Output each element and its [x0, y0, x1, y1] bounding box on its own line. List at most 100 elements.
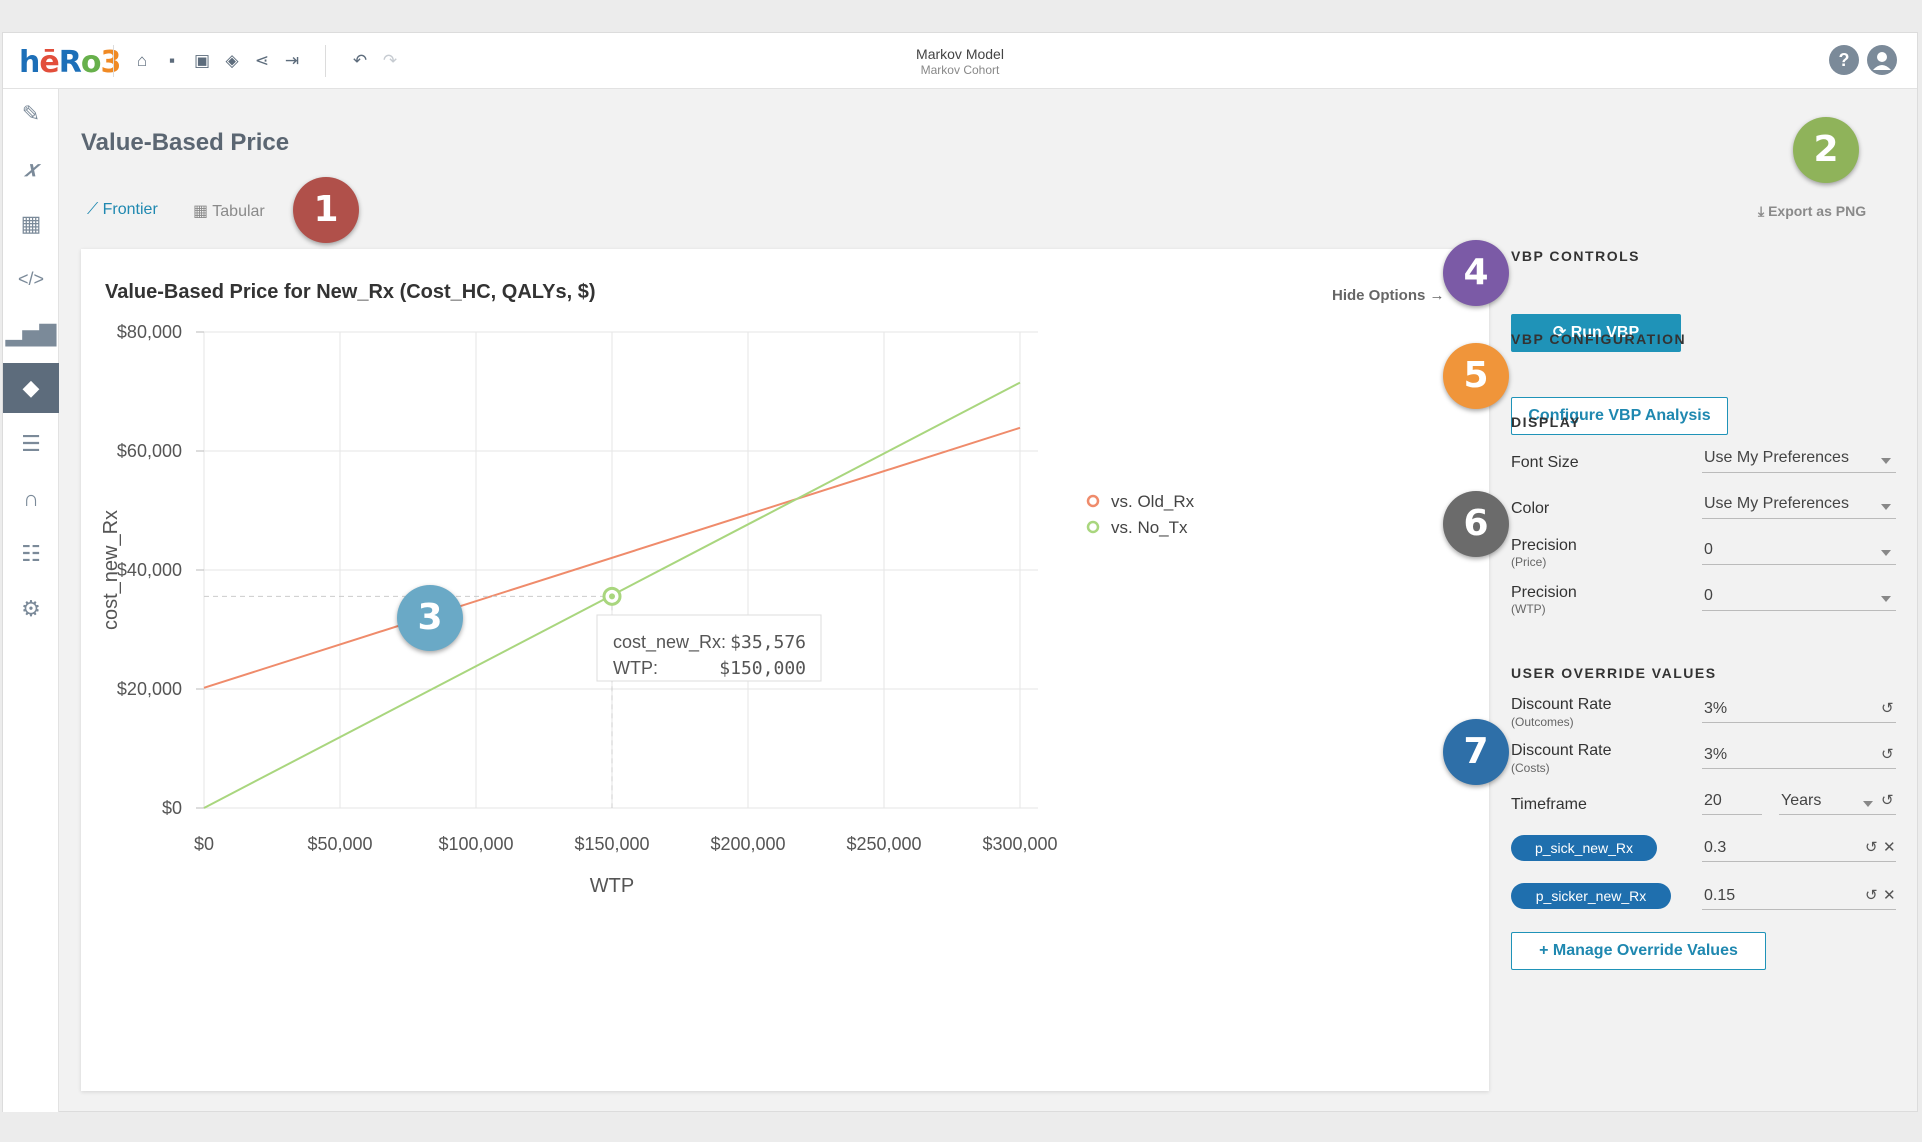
manage-override-values-button[interactable]: + Manage Override Values	[1511, 932, 1766, 970]
configure-vbp-button[interactable]: Configure VBP Analysis	[1511, 397, 1728, 435]
help-icon[interactable]: ?	[1829, 45, 1859, 75]
reset-icon[interactable]: ↺	[1865, 839, 1878, 856]
display-heading: DISPLAY	[1511, 414, 1581, 430]
field-underline	[1702, 768, 1896, 769]
legend-label-2: vs. No_Tx	[1111, 518, 1188, 537]
line-chart-icon: ⟋	[87, 201, 103, 218]
close-icon[interactable]: ✕	[1883, 887, 1896, 904]
curve-icon[interactable]: ∩	[23, 486, 39, 511]
vbp-controls-heading: VBP CONTROLS	[1511, 248, 1640, 264]
field-underline	[1702, 722, 1896, 723]
layers-icon[interactable]: ◈	[225, 51, 239, 70]
model-title: Markov Model	[916, 46, 1004, 62]
p-sicker-input[interactable]: 0.15	[1704, 887, 1736, 904]
save-icon[interactable]: ▪	[168, 51, 176, 70]
code-icon[interactable]: </>	[17, 269, 45, 289]
marker-1: 1	[293, 177, 359, 243]
share-icon[interactable]: ⋖	[254, 51, 270, 70]
function-icon[interactable]: 𝑥	[24, 156, 38, 181]
x-tick-label: $50,000	[307, 834, 372, 854]
legend-marker-2	[1086, 520, 1100, 534]
marker-3: 3	[397, 585, 463, 651]
marker-7: 7	[1443, 719, 1509, 785]
discount-outcomes-input[interactable]: 3%	[1704, 700, 1728, 717]
page-title: Value-Based Price	[81, 129, 290, 156]
precision-price-label: Precision	[1511, 537, 1577, 554]
color-label: Color	[1511, 500, 1550, 517]
marker-4: 4	[1443, 240, 1509, 306]
y-axis-title: cost_new_Rx	[100, 510, 122, 630]
reset-icon[interactable]: ↺	[1865, 887, 1878, 904]
chevron-down-icon[interactable]	[1881, 458, 1891, 464]
field-underline	[1702, 564, 1896, 565]
y-tick-label: $20,000	[117, 679, 182, 699]
table-icon[interactable]: ▦	[20, 211, 42, 236]
gear-icon[interactable]: ⚙	[21, 596, 41, 621]
x-tick-label: $200,000	[710, 834, 785, 854]
x-tick-label: $150,000	[574, 834, 649, 854]
discount-costs-input[interactable]: 3%	[1704, 746, 1728, 763]
user-avatar-icon[interactable]	[1867, 45, 1897, 75]
download-icon: ⤓	[1758, 203, 1769, 219]
override-chip-p-sick[interactable]: p_sick_new_Rx	[1511, 835, 1657, 861]
top-bar: hēRo3 ⌂ ▪ ▣ ◈ ⋖ ⇥ ↶ ↷ Markov Model Marko…	[3, 33, 1917, 89]
p-sick-input[interactable]: 0.3	[1704, 839, 1727, 856]
marker-2: 2	[1793, 117, 1859, 183]
tab-tabular[interactable]: ▦ Tabular	[193, 203, 265, 220]
filter-icon[interactable]: ☰	[21, 431, 41, 456]
field-underline	[1702, 472, 1896, 473]
override-chip-p-sicker[interactable]: p_sicker_new_Rx	[1511, 883, 1671, 909]
tooltip-label-cost: cost_new_Rx:	[613, 632, 726, 653]
x-axis-title: WTP	[590, 875, 634, 897]
chevron-down-icon[interactable]	[1881, 550, 1891, 556]
app-logo: hēRo3	[19, 45, 121, 80]
chevron-down-icon[interactable]	[1881, 504, 1891, 510]
precision-wtp-sub: (WTP)	[1511, 602, 1546, 616]
field-underline	[1702, 610, 1896, 611]
pencil-icon[interactable]: ✎	[21, 101, 41, 126]
x-tick-label: $250,000	[846, 834, 921, 854]
y-tick-label: $60,000	[117, 441, 182, 461]
marker-6: 6	[1443, 491, 1509, 557]
chevron-down-icon[interactable]	[1863, 801, 1873, 807]
highlight-point	[204, 586, 622, 808]
toolbar-divider	[113, 45, 114, 77]
timeframe-unit-select[interactable]: Years	[1781, 792, 1822, 809]
reset-icon[interactable]: ↺	[1881, 792, 1894, 809]
save-as-icon[interactable]: ▣	[193, 51, 211, 70]
discount-outcomes-label: Discount Rate	[1511, 696, 1612, 713]
font-size-select[interactable]: Use My Preferences	[1704, 449, 1849, 466]
checklist-icon[interactable]: ☷	[21, 541, 41, 566]
timeframe-input[interactable]: 20	[1704, 792, 1722, 809]
font-size-label: Font Size	[1511, 454, 1579, 471]
tag-icon[interactable]: ◆	[3, 363, 59, 413]
field-underline	[1702, 814, 1762, 815]
export-icon[interactable]: ⇥	[284, 51, 300, 70]
discount-outcomes-sub: (Outcomes)	[1511, 715, 1574, 729]
x-tick-label: $0	[194, 834, 214, 854]
precision-wtp-select[interactable]: 0	[1704, 587, 1713, 604]
run-vbp-button[interactable]: ⟳ Run VBP	[1511, 314, 1681, 352]
bar-chart-icon[interactable]: ▂▅▇	[5, 321, 57, 346]
redo-icon[interactable]: ↷	[382, 51, 398, 70]
undo-icon[interactable]: ↶	[352, 51, 368, 70]
reset-icon[interactable]: ↺	[1881, 700, 1894, 717]
reset-icon[interactable]: ↺	[1881, 746, 1894, 763]
y-tick-label: $0	[162, 798, 182, 818]
frontier-chart: $0 $50,000 $100,000 $150,000 $200,000 $250,00…	[100, 322, 1195, 897]
left-rail: ✎ 𝑥 ▦ </> ▂▅▇ ◆ ☰ ∩ ☷ ⚙	[3, 89, 59, 1112]
home-icon[interactable]: ⌂	[136, 51, 148, 70]
field-underline	[1779, 814, 1896, 815]
tooltip-label-wtp: WTP:	[613, 658, 658, 678]
chart-legend: vs. Old_Rx vs. No_Tx	[1086, 492, 1195, 537]
hide-options-button[interactable]: Hide Options →	[1332, 287, 1445, 304]
precision-price-select[interactable]: 0	[1704, 541, 1713, 558]
tooltip-value-wtp: $150,000	[719, 658, 806, 679]
chevron-down-icon[interactable]	[1881, 596, 1891, 602]
x-tick-label: $100,000	[438, 834, 513, 854]
close-icon[interactable]: ✕	[1883, 839, 1896, 856]
table-icon: ▦	[193, 203, 213, 220]
color-select[interactable]: Use My Preferences	[1704, 495, 1849, 512]
export-png-button[interactable]: ⤓ Export as PNG	[1758, 203, 1867, 219]
tab-frontier[interactable]: ⟋ Frontier	[87, 201, 158, 218]
